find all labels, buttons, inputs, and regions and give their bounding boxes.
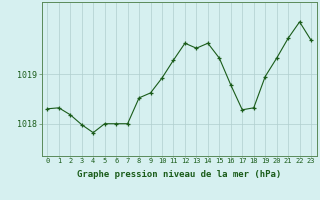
X-axis label: Graphe pression niveau de la mer (hPa): Graphe pression niveau de la mer (hPa): [77, 170, 281, 179]
